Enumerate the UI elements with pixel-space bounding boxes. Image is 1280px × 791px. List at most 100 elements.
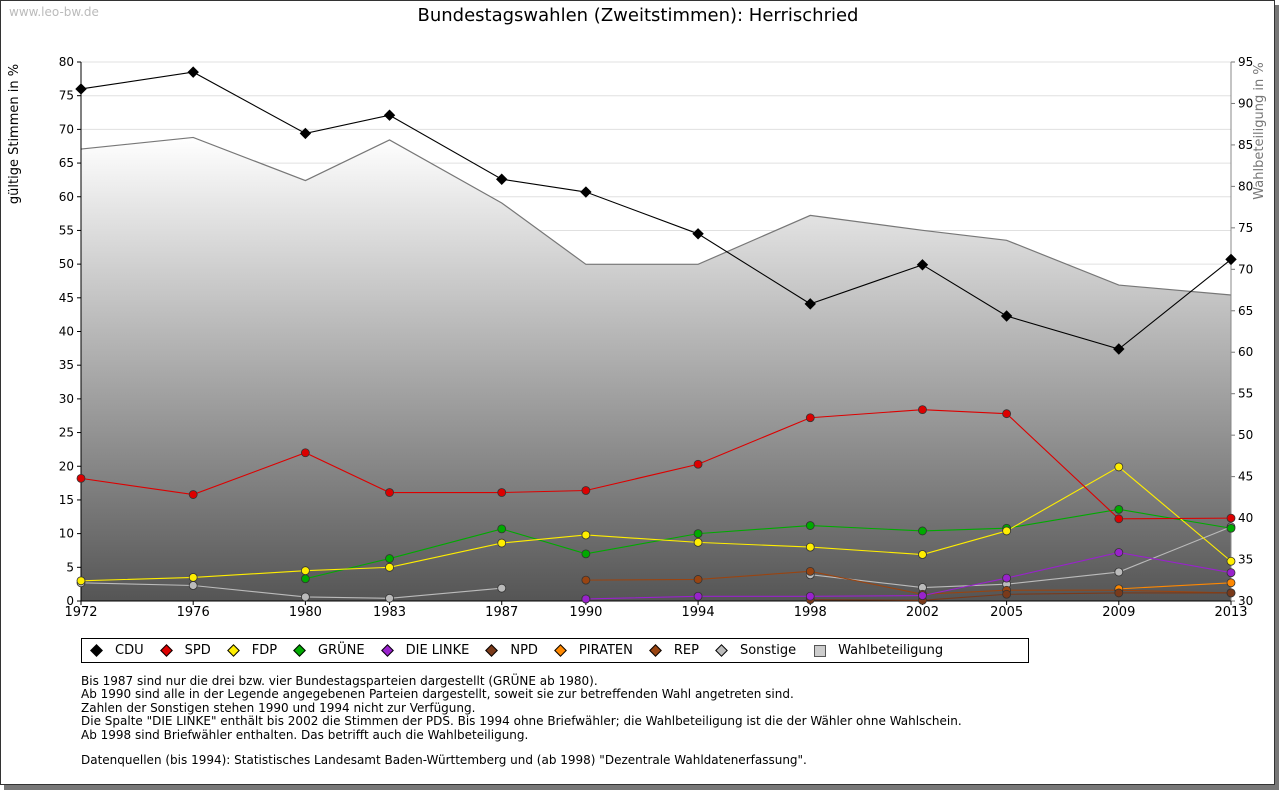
point-sonstige [300, 592, 310, 602]
point-gruene [385, 554, 394, 563]
legend-label: REP [673, 643, 699, 658]
point-npd [1002, 589, 1012, 599]
point-cdu [804, 298, 816, 310]
x-tick-label: 1983 [373, 605, 406, 620]
x-tick-label: 1990 [569, 605, 602, 620]
axes: 0 5 10 15 20 25 30 35 40 45 50 55 60 65 70 75 80 30 35 40 45… [59, 55, 1254, 620]
watermark: www.leo-bw.de [9, 5, 99, 19]
point-npd [1114, 588, 1124, 598]
point-fdp [76, 576, 86, 586]
point-spd [693, 459, 703, 469]
point-sonstige [385, 593, 394, 603]
legend-item: Sonstige [715, 643, 797, 658]
y2-axis-label: Wahlbeteiligung in % [1252, 62, 1267, 199]
point-gruene [693, 529, 703, 539]
point-spd [1002, 409, 1012, 419]
point-cdu [1225, 253, 1237, 266]
y-tick-label: 55 [59, 223, 74, 237]
x-tick-label: 1972 [64, 605, 97, 620]
point-gruene [581, 549, 591, 559]
point-rep [805, 566, 815, 576]
legend-diamond-icon [226, 644, 240, 657]
point-sonstige [1114, 567, 1124, 577]
point-cdu [496, 173, 508, 185]
legend-diamond-icon [159, 644, 173, 657]
legend-item: GRÜNE [293, 643, 365, 658]
legend-label: DIE LINKE [405, 643, 470, 658]
point-die-linke [1002, 573, 1012, 583]
y-tick-label: 70 [59, 122, 74, 136]
point-cdu [692, 228, 704, 240]
point-spd [188, 490, 198, 499]
point-fdp [581, 530, 591, 540]
point-spd [918, 405, 927, 415]
point-cdu [75, 83, 87, 95]
point-gruene [805, 521, 815, 530]
point-cdu [916, 259, 929, 271]
point-fdp [805, 542, 815, 552]
x-tick-label: 1980 [289, 605, 322, 620]
legend-label: SPD [184, 643, 211, 658]
y-tick-label: 30 [59, 392, 74, 406]
series-line-fdp [80, 466, 1232, 582]
point-fdp [300, 566, 310, 576]
chart-title: Bundestagswahlen (Zweitstimmen): Herrisc… [417, 5, 859, 26]
x-tick-label: 1976 [177, 605, 210, 620]
y-tick-label: 10 [59, 527, 74, 541]
legend-item: REP [649, 643, 699, 658]
y-axis-label: gültige Stimmen in % [7, 64, 22, 204]
y-tick-label: 20 [59, 459, 74, 473]
y2-tick-label: 50 [1238, 428, 1253, 442]
series-line-cdu [80, 71, 1232, 350]
legend-diamond-icon [554, 644, 567, 657]
point-fdp [188, 573, 198, 582]
chart-svg: 0 5 10 15 20 25 30 35 40 45 50 55 60 65 70 75 80 30 35 40 45… [7, 55, 1267, 620]
y2-tick-label: 95 [1238, 55, 1253, 69]
series-line-piraten [1118, 582, 1232, 590]
y2-tick-label: 40 [1238, 511, 1253, 525]
point-die-linke [805, 591, 815, 601]
y2-tick-label: 80 [1238, 179, 1253, 193]
point-rep [693, 575, 703, 584]
point-fdp [497, 538, 507, 548]
series-markers [75, 66, 1237, 605]
legend-label: CDU [115, 643, 144, 658]
legend-item: PIRATEN [554, 643, 633, 658]
legend-diamond-icon [380, 644, 394, 657]
point-fdp [1114, 462, 1124, 472]
legend-label: NPD [510, 643, 538, 658]
y-tick-label: 35 [59, 358, 74, 372]
y-tick-label: 45 [59, 291, 74, 305]
legend-diamond-icon [649, 644, 662, 657]
y-tick-label: 60 [59, 190, 74, 204]
y-tick-label: 50 [59, 257, 74, 271]
point-gruene [918, 526, 927, 536]
legend-label: Sonstige [739, 643, 797, 658]
legend-item: CDU [90, 643, 144, 658]
point-sonstige [188, 581, 198, 590]
point-die-linke [581, 594, 591, 604]
y2-tick-label: 30 [1238, 594, 1253, 608]
point-piraten [1226, 578, 1236, 588]
point-spd [497, 488, 507, 497]
point-sonstige [497, 583, 507, 593]
y2-tick-label: 90 [1238, 96, 1253, 110]
x-tick-label: 2009 [1102, 605, 1135, 620]
data-source: Datenquellen (bis 1994): Statistisches L… [81, 753, 807, 767]
point-rep [581, 575, 591, 585]
x-tick-label: 1998 [794, 605, 827, 620]
point-die-linke [693, 591, 703, 601]
point-spd [1114, 514, 1124, 524]
point-die-linke [1226, 568, 1236, 578]
legend-diamond-icon [293, 644, 306, 657]
point-spd [76, 473, 86, 483]
point-cdu [1000, 310, 1013, 322]
legend: CDU SPD FDP GRÜNE DIE LINKE NPD PIRATEN REP Sons… [81, 638, 1029, 663]
y2-tick-label: 75 [1238, 221, 1253, 235]
point-gruene [497, 524, 507, 534]
legend-label: FDP [251, 643, 278, 658]
legend-item: FDP [226, 643, 278, 658]
legend-label: PIRATEN [578, 643, 633, 658]
y-tick-label: 80 [59, 55, 74, 69]
